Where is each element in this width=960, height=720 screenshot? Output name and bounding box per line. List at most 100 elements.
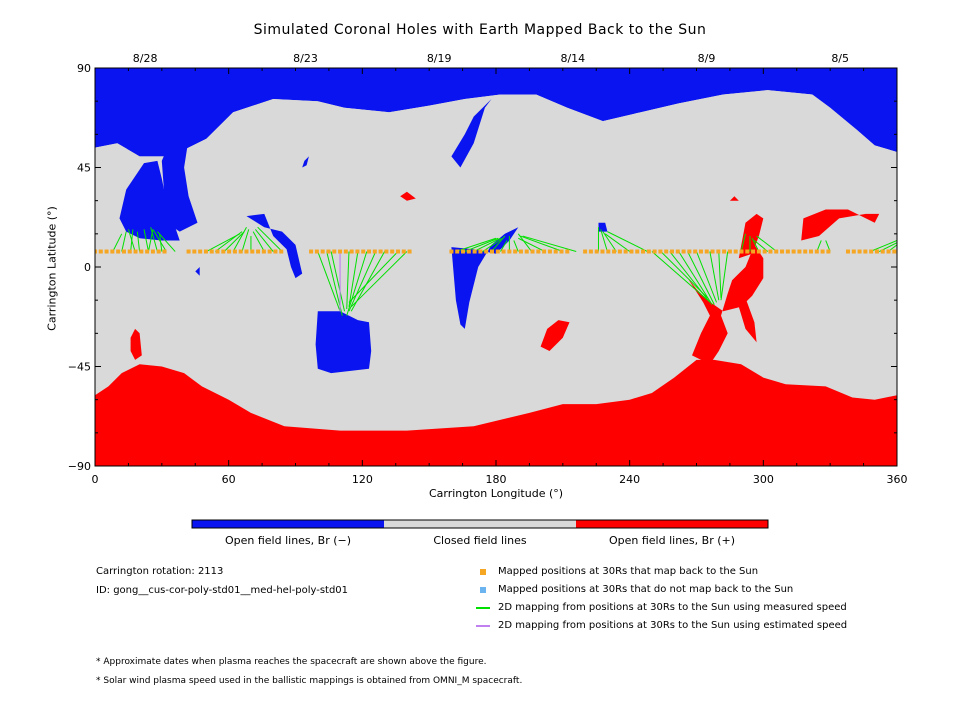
mapped-point [756,249,761,254]
top-date-label: 8/5 [831,52,849,65]
measured-speed-line [651,251,708,301]
mapped-point [314,249,319,254]
green-line-icon [476,607,490,609]
measured-speed-line [232,226,247,252]
measured-speed-line [464,237,499,252]
mapped-point [722,249,727,254]
mapped-point [501,249,506,254]
open-positive-patch [130,328,142,360]
measured-speed-line [346,251,368,316]
mapped-point [203,249,208,254]
open-positive-patch [801,209,880,241]
mapped-point [133,249,138,254]
mapped-point [739,249,744,254]
colorbar-open-positive [576,520,768,528]
mapped-point [658,249,663,254]
mapped-point [809,249,814,254]
closed-field-region [95,90,897,431]
mapped-point [332,249,337,254]
mapped-point [367,249,372,254]
open-negative-patch [195,267,200,276]
mapped-point [588,249,593,254]
x-tick-label: 360 [887,473,908,486]
measured-speed-line [740,233,746,252]
mapped-point [156,249,161,254]
mapped-point [384,249,389,254]
mapped-point [880,249,885,254]
mapped-point [536,249,541,254]
mapped-point [320,249,325,254]
mapped-point [110,249,115,254]
mapped-point [221,249,226,254]
measured-speed-line [491,235,506,252]
colorbar-frame [191,519,769,529]
mapped-point [472,249,477,254]
blue-square-icon [480,587,486,593]
mapped-point [349,249,354,254]
open-negative-patch [888,125,897,139]
mapped-point [309,249,314,254]
mapped-point [338,249,343,254]
mapped-point [874,249,879,254]
y-tick-label: 90 [77,62,91,75]
x-tick-label: 0 [92,473,99,486]
measured-speed-line [602,231,617,252]
measured-speed-line [317,251,341,312]
mapped-point [698,249,703,254]
mapped-point [256,249,261,254]
measured-speed-line [604,233,630,252]
mapped-point [547,249,552,254]
mapped-point [192,249,197,254]
measured-speed-line [159,233,163,252]
open-positive-patch [738,213,764,259]
measured-speed-line [147,229,154,252]
mapped-point [774,249,779,254]
open-positive-patch [687,244,764,365]
measured-speed-line [473,237,501,252]
mapped-point [559,249,564,254]
mapped-point [449,249,454,254]
measured-speed-line [346,251,350,310]
mapped-point [145,249,150,254]
mapped-point [594,249,599,254]
mapped-point [704,249,709,254]
measured-speed-line [121,231,127,252]
note-dates: * Approximate dates when plasma reaches … [96,657,487,667]
mapped-point [892,249,897,254]
mapped-point [489,249,494,254]
mapped-point [455,249,460,254]
open-positive-south-region [95,359,897,466]
mapped-point [826,249,831,254]
mapped-point [495,249,500,254]
mapped-point [863,249,868,254]
mapped-point [524,249,529,254]
mapped-point [267,249,272,254]
purple-line-icon [476,625,490,627]
model-id: ID: gong__cus-cor-poly-std01__med-hel-po… [96,585,349,596]
mapped-point [785,249,790,254]
colorbar-label-closed: Closed field lines [433,534,527,547]
mapped-point [209,249,214,254]
mapped-point [635,249,640,254]
mapped-point [751,249,756,254]
mapped-point [378,249,383,254]
measured-speed-line [513,240,519,252]
measured-speed-line [696,251,718,303]
mapped-point [820,249,825,254]
mapped-point [95,249,97,254]
x-tick-label: 120 [352,473,373,486]
mapped-point [215,249,220,254]
measured-speed-line [350,251,408,308]
mapped-point [612,249,617,254]
mapped-point [845,249,850,254]
measured-speed-line [112,233,123,252]
measured-speed-line [330,251,345,312]
y-axis-label: Carrington Latitude (°) [45,206,59,331]
y-tick-label: −45 [68,361,91,374]
measured-speed-line [669,251,711,303]
y-tick-label: 45 [77,162,91,175]
mapped-points [95,249,897,254]
mapped-point [227,249,232,254]
open-negative-patch [302,156,309,168]
